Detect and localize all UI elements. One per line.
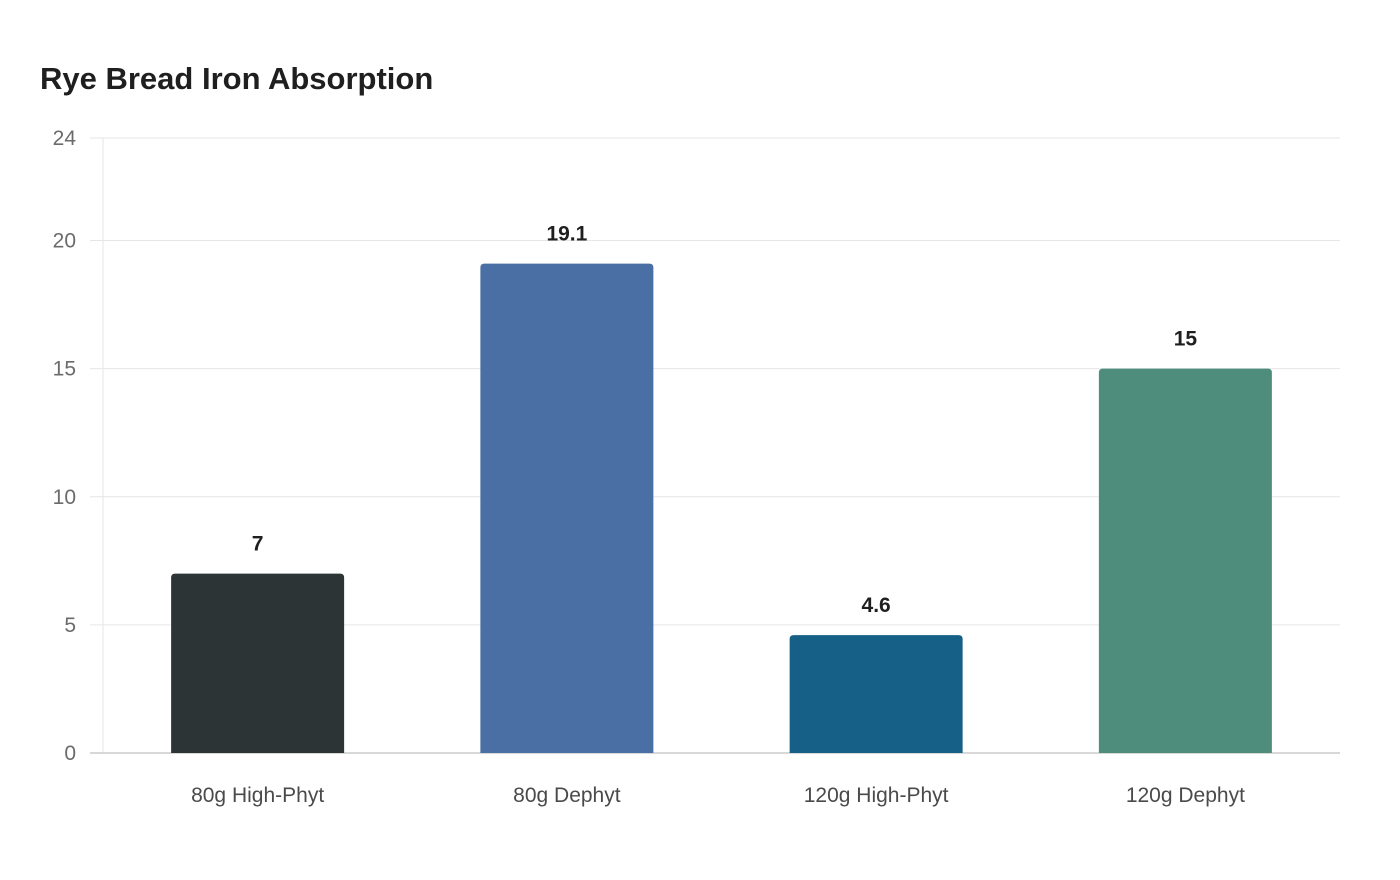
bar-3 xyxy=(1098,368,1272,753)
chart-title: Rye Bread Iron Absorption xyxy=(40,61,434,96)
bar-2 xyxy=(789,635,963,753)
y-tick-label-20: 20 xyxy=(53,230,76,253)
x-tick-label-1: 80g Dephyt xyxy=(513,784,621,807)
data-label-3: 15 xyxy=(1174,328,1198,351)
y-tick-label-15: 15 xyxy=(53,358,76,381)
x-tick-label-0: 80g High-Phyt xyxy=(191,784,324,807)
data-label-1: 19.1 xyxy=(546,223,587,246)
y-tick-label-5: 5 xyxy=(64,614,76,637)
y-tick-label-24: 24 xyxy=(53,127,77,150)
x-tick-label-2: 120g High-Phyt xyxy=(804,784,949,807)
x-tick-label-3: 120g Dephyt xyxy=(1126,784,1245,807)
data-label-2: 4.6 xyxy=(862,594,891,617)
data-label-0: 7 xyxy=(252,533,264,556)
y-tick-label-10: 10 xyxy=(53,486,76,509)
y-tick-label-0: 0 xyxy=(64,742,76,765)
bar-0 xyxy=(171,573,345,753)
bar-1 xyxy=(480,263,654,753)
